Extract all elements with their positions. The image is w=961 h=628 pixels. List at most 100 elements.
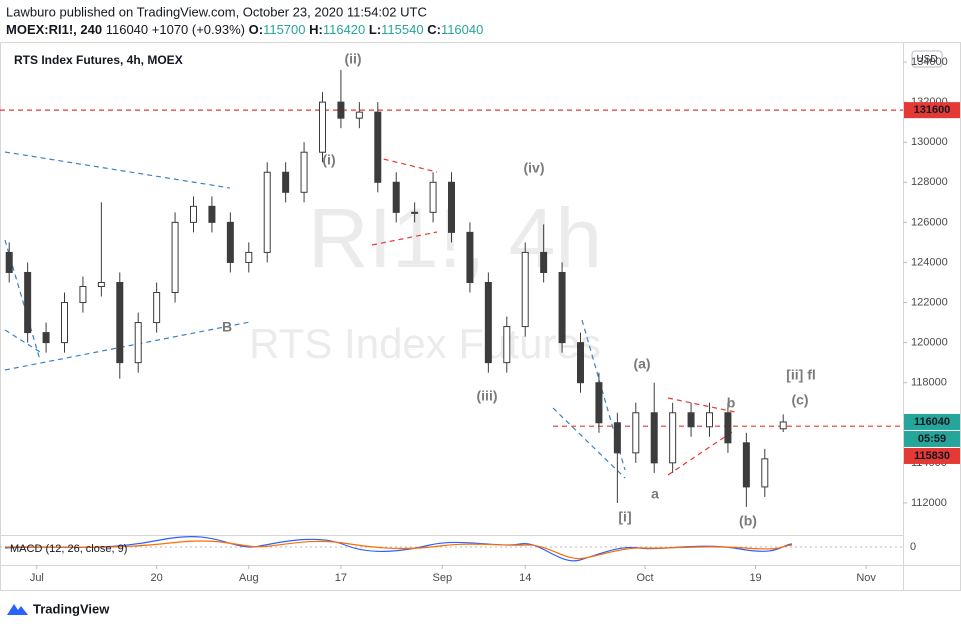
o-label: O: — [249, 22, 263, 37]
wave-label: (ii) — [344, 51, 361, 67]
candle-body — [521, 251, 529, 328]
publisher: Lawburo published on TradingView.com, Oc… — [6, 4, 427, 19]
candle-body — [761, 458, 769, 488]
candle-body — [669, 412, 677, 464]
wave-label: (b) — [739, 513, 757, 529]
brand: TradingView — [33, 601, 110, 616]
candle-body — [595, 382, 603, 424]
x-tick-label: 19 — [749, 572, 761, 584]
l-label: L: — [369, 22, 381, 37]
c-label: C: — [427, 22, 441, 37]
wave-label: (c) — [791, 392, 808, 408]
l-value: 115540 — [381, 22, 423, 37]
trend-line — [667, 397, 736, 413]
candle-body — [134, 322, 142, 364]
level-label-bg — [904, 447, 960, 464]
x-tick-label: Jul — [30, 572, 44, 584]
currency-box — [911, 50, 943, 68]
candle-body — [263, 171, 271, 253]
macd-tick-label: 0 — [910, 541, 916, 553]
candle-body — [24, 271, 32, 334]
candle-body — [687, 412, 695, 428]
trend-line — [374, 156, 438, 173]
x-tick-label: 20 — [151, 572, 163, 584]
x-tick-label: Aug — [239, 572, 259, 584]
logo-icon — [7, 604, 28, 615]
symbol-line: MOEX:RI1!, 240 116040 +1070 (+0.93%) O:1… — [6, 22, 483, 37]
y-tick-label: 134000 — [911, 56, 948, 68]
candle-body — [355, 111, 363, 119]
x-tick-label: Sep — [432, 572, 452, 584]
candle-body — [742, 442, 750, 488]
wave-label: [ii] fl — [786, 367, 816, 383]
x-tick-label: 17 — [335, 572, 347, 584]
h-label: H: — [309, 22, 323, 37]
chart-title: RTS Index Futures, 4h, MOEX — [14, 53, 183, 67]
candle-body — [245, 251, 253, 263]
candle-body — [282, 171, 290, 193]
candle-body — [411, 211, 419, 214]
candle-body — [558, 271, 566, 344]
watermark-subtitle: RTS Index Futures — [249, 320, 601, 367]
wave-label: a — [651, 486, 659, 502]
candle-body — [613, 422, 621, 454]
candle-body — [300, 151, 308, 193]
trend-line — [667, 429, 736, 476]
c-value: 116040 — [441, 22, 483, 37]
countdown-label: 05:59 — [918, 433, 946, 445]
candle-body — [779, 421, 787, 430]
wave-label: b — [727, 395, 736, 411]
trend-line — [4, 321, 251, 371]
candle-body — [503, 326, 511, 364]
candle-body — [226, 221, 234, 263]
candle-body — [171, 221, 179, 294]
wave-label: (a) — [633, 356, 650, 372]
x-tick-label: Nov — [856, 572, 876, 584]
candle-body — [484, 281, 492, 364]
candle-body — [706, 412, 713, 428]
trend-line — [552, 407, 626, 479]
y-tick-label: 112000 — [911, 497, 947, 509]
logo: TradingView — [7, 601, 110, 616]
candle-body — [429, 181, 437, 213]
wave-label: (i) — [322, 152, 335, 168]
last-price-label: 116040 — [914, 416, 950, 428]
wave-label: [i] — [618, 509, 631, 525]
currency: USD — [916, 54, 937, 65]
candle-body — [208, 205, 216, 223]
wave-label: B — [222, 319, 232, 335]
last-price-label-bg — [904, 413, 960, 430]
x-tick-label: Oct — [636, 572, 653, 584]
y-tick-label: 124000 — [911, 256, 948, 268]
candles — [5, 70, 787, 507]
macd-pane: MACD (12, 26, close, 9) 0 — [0, 536, 916, 562]
change: +1070 (+0.93%) — [152, 22, 245, 37]
candle-body — [448, 181, 455, 233]
trend-line — [4, 151, 231, 189]
candle-body — [190, 205, 197, 223]
level-label: 115830 — [914, 450, 950, 462]
level-label: 131600 — [914, 104, 951, 116]
x-tick-label: 14 — [519, 572, 531, 584]
candle-body — [79, 285, 87, 304]
o-value: 115700 — [263, 22, 305, 37]
candle-body — [632, 412, 640, 454]
candle-body — [337, 101, 345, 119]
symbol: MOEX:RI1!, 240 — [6, 22, 102, 37]
candle-body — [374, 111, 382, 183]
candle-body — [650, 412, 658, 464]
candle-body — [319, 101, 326, 153]
h-value: 116420 — [323, 22, 365, 37]
wave-label: (iv) — [524, 160, 545, 176]
candle-body — [153, 292, 161, 324]
candle-body — [724, 412, 732, 444]
y-tick-label: 130000 — [911, 136, 948, 148]
candle-body — [116, 281, 124, 364]
y-tick-label: 126000 — [911, 216, 948, 228]
candle-body — [577, 342, 584, 384]
last-value: 116040 — [106, 22, 148, 37]
candle-body — [97, 281, 105, 287]
y-tick-label: 122000 — [911, 296, 948, 308]
